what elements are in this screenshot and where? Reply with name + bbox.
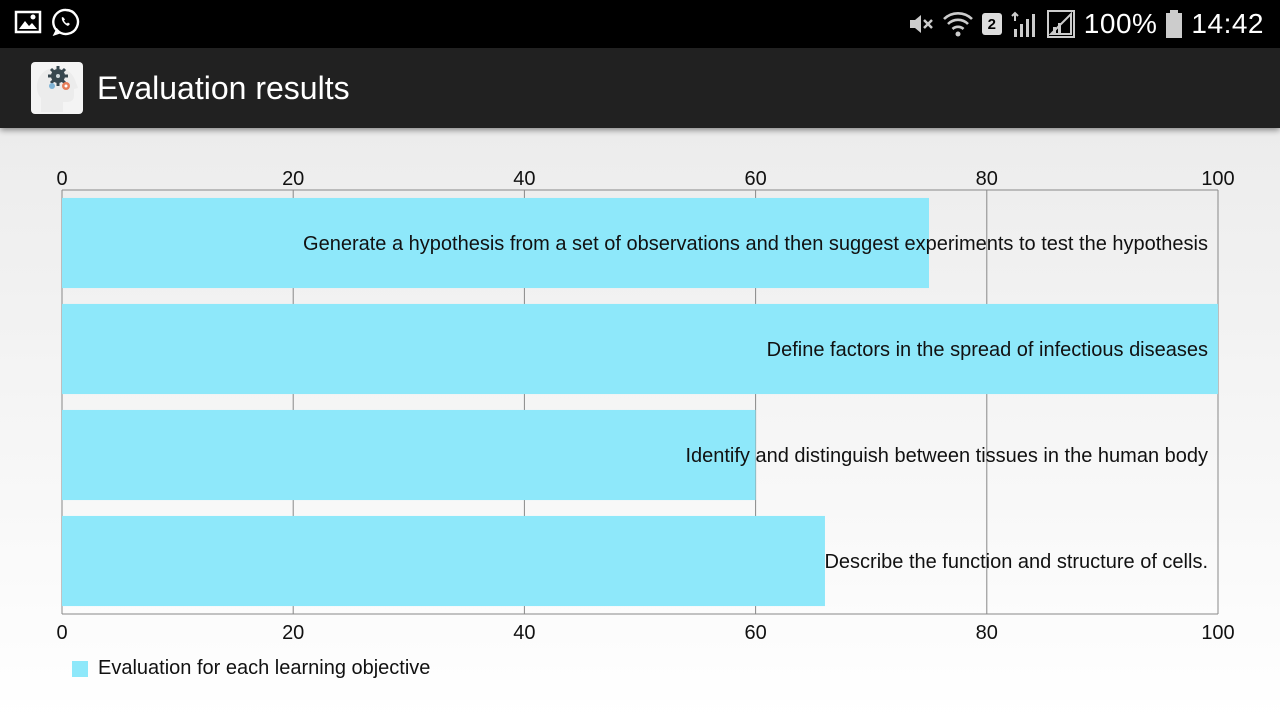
bar [62, 515, 825, 607]
bar-chart: Generate a hypothesis from a set of obse… [56, 168, 1234, 644]
category-label: Describe the function and structure of c… [824, 551, 1208, 573]
bar [62, 409, 756, 501]
app-bar: Evaluation results [0, 48, 1280, 128]
bottom-tick-label: 60 [744, 622, 766, 644]
bottom-tick-label: 100 [1201, 622, 1234, 644]
whatsapp-icon [52, 8, 80, 36]
data-signal-icon [1010, 9, 1038, 39]
bottom-tick-label: 80 [976, 622, 998, 644]
brain-gears-icon[interactable] [31, 62, 83, 114]
bar [62, 197, 929, 289]
battery-icon [1165, 9, 1183, 39]
top-tick-label: 60 [744, 168, 766, 190]
bar [62, 303, 1218, 395]
top-tick-label: 100 [1201, 168, 1234, 190]
legend-swatch [72, 660, 88, 677]
battery-percent: 100% [1083, 8, 1158, 39]
category-label: Generate a hypothesis from a set of obse… [303, 233, 1208, 255]
chart-legend: Evaluation for each learning objective [72, 657, 430, 680]
category-label: Define factors in the spread of infectio… [767, 339, 1208, 361]
bottom-tick-label: 0 [56, 622, 67, 644]
signal-icon [1046, 9, 1076, 39]
clock: 14:42 [1191, 8, 1264, 39]
status-bar: 2 100% 14:42 [0, 0, 1280, 48]
top-tick-label: 0 [56, 168, 67, 190]
bottom-tick-label: 40 [513, 622, 535, 644]
legend-label: Evaluation for each learning objective [98, 657, 431, 679]
page-title: Evaluation results [97, 70, 350, 106]
bottom-tick-label: 20 [282, 622, 304, 644]
top-tick-label: 40 [513, 168, 535, 190]
sim-badge-icon: 2 [981, 13, 1002, 35]
wifi-icon [942, 10, 974, 38]
top-tick-label: 80 [976, 168, 998, 190]
mute-icon [906, 10, 934, 38]
category-label: Identify and distinguish between tissues… [685, 445, 1208, 467]
top-tick-label: 20 [282, 168, 304, 190]
gallery-icon [14, 9, 42, 35]
